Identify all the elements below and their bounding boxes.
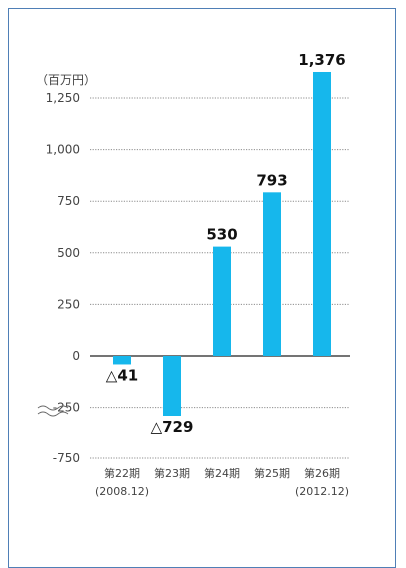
y-tick-label: 1,000 (46, 143, 80, 157)
x-axis-labels: 第22期 (2008.12) 第23期 第24期 第25期 第26期 (2012.12) (95, 466, 349, 498)
y-tick-label: 500 (57, 246, 80, 260)
bar (163, 356, 181, 416)
x-sub-label: (2012.12) (295, 485, 349, 498)
y-tick-label: -250 (53, 401, 80, 415)
bar-chart: 1,250 1,000 750 500 250 0 -250 -750 △41 △729 530 7… (36, 51, 350, 498)
data-label: 793 (256, 171, 287, 189)
y-tick-label: 1,250 (46, 91, 80, 105)
bar (113, 356, 131, 365)
x-tick-label: 第25期 (254, 466, 290, 480)
data-label: △41 (106, 366, 138, 384)
y-tick-label: 0 (72, 349, 80, 363)
x-sub-label: (2008.12) (95, 485, 149, 498)
x-tick-label: 第23期 (154, 466, 190, 480)
bar (213, 246, 231, 356)
y-tick-label: 750 (57, 194, 80, 208)
unit-label: （百万円） (36, 73, 96, 87)
data-label: △729 (151, 418, 194, 436)
y-axis-labels: 1,250 1,000 750 500 250 0 -250 -750 (46, 91, 80, 465)
y-tick-label: 250 (57, 297, 80, 311)
y-tick-label: -750 (53, 451, 80, 465)
data-label: 530 (206, 226, 237, 244)
axis-break-icon (37, 405, 69, 417)
bar (263, 192, 281, 356)
x-tick-label: 第24期 (204, 466, 240, 480)
x-tick-label: 第26期 (304, 466, 340, 480)
bar (313, 71, 331, 357)
bars (113, 71, 331, 416)
x-tick-label: 第22期 (104, 466, 140, 480)
data-labels: △41 △729 530 793 1,376 (106, 51, 346, 436)
data-label: 1,376 (298, 51, 345, 69)
